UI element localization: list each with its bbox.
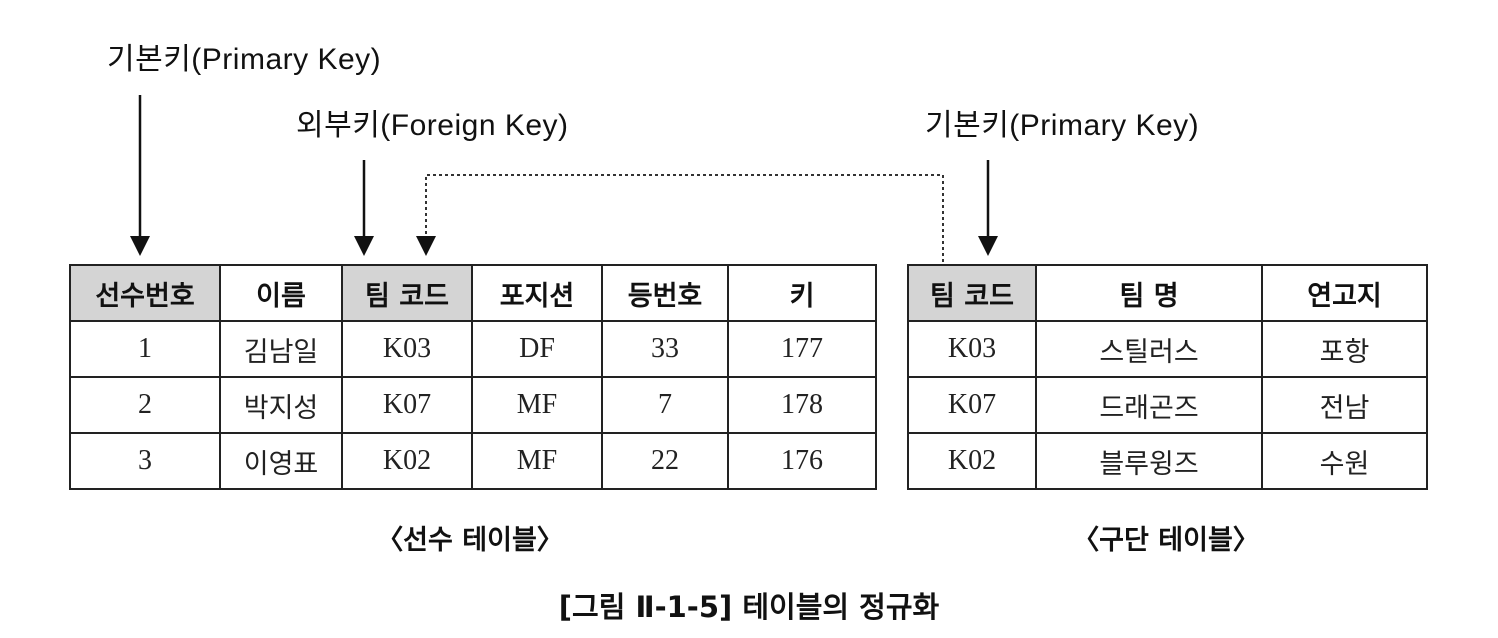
cell-player-number: 1	[69, 320, 221, 378]
fk-label: 외부키(Foreign Key)	[296, 109, 569, 142]
table-row: 3 이영표 K02 MF 22 176	[69, 432, 877, 490]
fk-arrow	[354, 160, 374, 256]
cell-team-code: K07	[907, 376, 1037, 434]
team-table-caption: 〈구단 테이블〉	[1072, 525, 1260, 556]
cell-player-number: 3	[69, 432, 221, 490]
header-team-code: 팀 코드	[341, 264, 473, 322]
cell-team-name: 드래곤즈	[1035, 376, 1263, 434]
cell-home-region: 수원	[1261, 432, 1428, 490]
header-name: 이름	[219, 264, 343, 322]
table-row: K02 블루윙즈 수원	[907, 432, 1428, 490]
header-player-number: 선수번호	[69, 264, 221, 322]
cell-name: 김남일	[219, 320, 343, 378]
cell-team-code: K02	[907, 432, 1037, 490]
header-home-region: 연고지	[1261, 264, 1428, 322]
pk-left-label: 기본키(Primary Key)	[107, 43, 382, 76]
cell-name: 이영표	[219, 432, 343, 490]
cell-height: 176	[727, 432, 877, 490]
table-row: 1 김남일 K03 DF 33 177	[69, 320, 877, 378]
header-position: 포지션	[471, 264, 603, 322]
pk-right-label: 기본키(Primary Key)	[925, 109, 1200, 142]
cell-team-name: 스틸러스	[1035, 320, 1263, 378]
cell-back-number: 33	[601, 320, 729, 378]
header-back-number: 등번호	[601, 264, 729, 322]
table-row: 2 박지성 K07 MF 7 178	[69, 376, 877, 434]
cell-position: DF	[471, 320, 603, 378]
player-header-row: 선수번호 이름 팀 코드 포지션 등번호 키	[69, 264, 877, 322]
figure-caption: [그림 Ⅱ-1-5] 테이블의 정규화	[558, 590, 940, 624]
team-table: 팀 코드 팀 명 연고지 K03 스틸러스 포항 K07 드래곤즈 전남 K02…	[907, 264, 1428, 490]
cell-team-code: K02	[341, 432, 473, 490]
cell-position: MF	[471, 376, 603, 434]
header-team-name: 팀 명	[1035, 264, 1263, 322]
header-height: 키	[727, 264, 877, 322]
cell-team-code: K03	[907, 320, 1037, 378]
cell-team-code: K07	[341, 376, 473, 434]
cell-height: 177	[727, 320, 877, 378]
cell-home-region: 전남	[1261, 376, 1428, 434]
cell-height: 178	[727, 376, 877, 434]
player-table: 선수번호 이름 팀 코드 포지션 등번호 키 1 김남일 K03 DF 33 1…	[69, 264, 877, 490]
pk-left-arrow	[130, 95, 150, 256]
cell-home-region: 포항	[1261, 320, 1428, 378]
cell-back-number: 7	[601, 376, 729, 434]
cell-player-number: 2	[69, 376, 221, 434]
cell-team-code: K03	[341, 320, 473, 378]
cell-name: 박지성	[219, 376, 343, 434]
team-header-row: 팀 코드 팀 명 연고지	[907, 264, 1428, 322]
table-row: K07 드래곤즈 전남	[907, 376, 1428, 434]
header-team-code: 팀 코드	[907, 264, 1037, 322]
table-row: K03 스틸러스 포항	[907, 320, 1428, 378]
cell-team-name: 블루윙즈	[1035, 432, 1263, 490]
pk-right-arrow	[978, 160, 998, 256]
player-table-caption: 〈선수 테이블〉	[376, 525, 564, 556]
cell-position: MF	[471, 432, 603, 490]
cell-back-number: 22	[601, 432, 729, 490]
reference-connector	[416, 174, 944, 262]
